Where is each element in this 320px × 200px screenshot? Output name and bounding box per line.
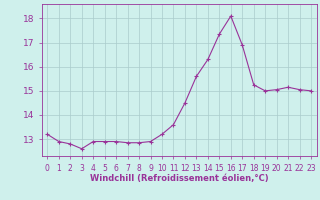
X-axis label: Windchill (Refroidissement éolien,°C): Windchill (Refroidissement éolien,°C) bbox=[90, 174, 268, 183]
